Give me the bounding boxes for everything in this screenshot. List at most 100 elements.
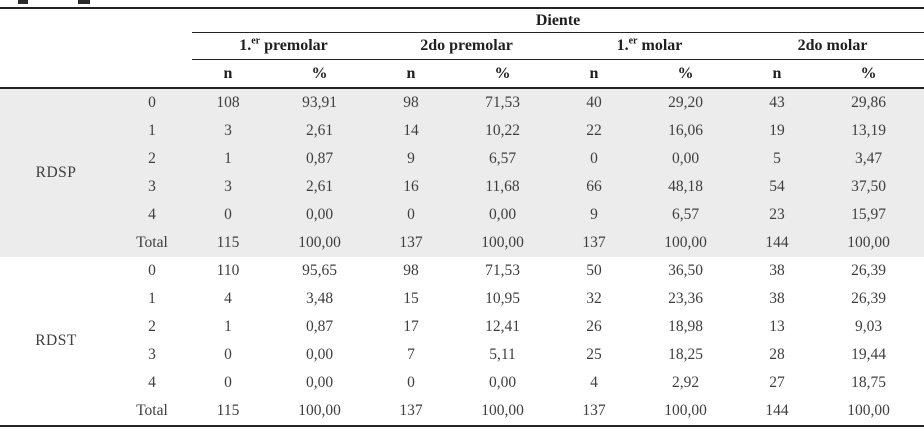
value-cell: 15,97 xyxy=(851,206,886,223)
value-cell: 54 xyxy=(769,178,785,195)
value-cell: 71,53 xyxy=(485,94,520,111)
value-cell: 71,53 xyxy=(485,262,520,279)
n-header: n xyxy=(558,59,630,89)
value-cell: 18,25 xyxy=(668,346,703,363)
value-cell: 100,00 xyxy=(664,402,707,419)
value-cell: 137 xyxy=(399,402,423,419)
value-cell: 10,22 xyxy=(485,122,520,139)
value-cell: 0,87 xyxy=(305,150,334,167)
value-cell: 93,91 xyxy=(302,94,337,111)
value-cell: 22 xyxy=(586,122,602,139)
value-cell: 27 xyxy=(769,374,785,391)
value-cell: 9 xyxy=(407,150,415,167)
value-cell: 32 xyxy=(586,290,602,307)
tooth-header-second-premolar: 2do premolar xyxy=(375,32,558,60)
value-cell: 0,00 xyxy=(305,346,334,363)
value-cell: 144 xyxy=(765,234,789,251)
table-row-total: Total 115 100,00 137 100,00 137 100,00 1… xyxy=(0,397,924,426)
value-cell: 98 xyxy=(403,262,419,279)
tooth-header-second-molar: 2do molar xyxy=(741,32,924,60)
category-cell: 1 xyxy=(148,122,156,139)
value-cell: 23,36 xyxy=(668,290,703,307)
header-row-tooth-types: 1.er premolar 2do premolar 1.er molar 2d… xyxy=(0,32,924,60)
value-cell: 19 xyxy=(769,122,785,139)
cropped-caption-fragment xyxy=(18,0,28,4)
value-cell: 0,00 xyxy=(305,374,334,391)
value-cell: 40 xyxy=(586,94,602,111)
value-cell: 100,00 xyxy=(298,234,341,251)
category-cell: 2 xyxy=(148,150,156,167)
value-cell: 0 xyxy=(224,346,232,363)
value-cell: 10,95 xyxy=(485,290,520,307)
tooth-header-text: 1. xyxy=(239,37,252,54)
n-header: n xyxy=(375,59,447,89)
value-cell: 19,44 xyxy=(851,346,886,363)
value-cell: 100,00 xyxy=(847,234,890,251)
value-cell: 26,39 xyxy=(851,290,886,307)
category-cell: 1 xyxy=(148,290,156,307)
table-row: 4 0 0,00 0 0,00 9 6,57 23 15,97 xyxy=(0,201,924,229)
value-cell: 4 xyxy=(590,374,598,391)
table-row: 2 1 0,87 17 12,41 26 18,98 13 9,03 xyxy=(0,313,924,341)
value-cell: 28 xyxy=(769,346,785,363)
tooth-header-sup: er xyxy=(251,35,261,47)
value-cell: 50 xyxy=(586,262,602,279)
section-label-rdsp: RDSP xyxy=(0,88,112,257)
value-cell: 4 xyxy=(224,290,232,307)
section-label-rdst: RDST xyxy=(35,332,77,349)
value-cell: 3 xyxy=(224,178,232,195)
table-row-total: Total 115 100,00 137 100,00 137 100,00 1… xyxy=(0,229,924,257)
value-cell: 0 xyxy=(407,374,415,391)
tooth-header-text: premolar xyxy=(260,37,328,54)
value-cell: 18,98 xyxy=(668,318,703,335)
value-cell: 15 xyxy=(403,290,419,307)
tooth-header-first-premolar: 1.er premolar xyxy=(192,32,375,60)
value-cell: 2,61 xyxy=(305,122,334,139)
value-cell: 100,00 xyxy=(847,402,890,419)
value-cell: 16,06 xyxy=(668,122,703,139)
value-cell: 0 xyxy=(407,206,415,223)
n-header: n xyxy=(192,59,264,89)
value-cell: 144 xyxy=(765,402,789,419)
value-cell: 110 xyxy=(216,262,240,279)
pct-header: % xyxy=(813,59,924,89)
tooth-header-first-molar: 1.er molar xyxy=(558,32,741,60)
header-row-n-pct: n % n % n % n % xyxy=(0,59,924,89)
value-cell: 137 xyxy=(582,402,606,419)
value-cell: 9 xyxy=(590,206,598,223)
value-cell: 0,00 xyxy=(305,206,334,223)
value-cell: 36,50 xyxy=(668,262,703,279)
pct-header: % xyxy=(630,59,741,89)
value-cell: 26,39 xyxy=(851,262,886,279)
value-cell: 6,57 xyxy=(488,150,517,167)
category-cell: 0 xyxy=(148,94,156,111)
value-cell: 3,47 xyxy=(854,150,883,167)
category-cell: Total xyxy=(136,234,168,251)
pct-header: % xyxy=(264,59,375,89)
value-cell: 0,87 xyxy=(305,318,334,335)
value-cell: 18,75 xyxy=(851,374,886,391)
cropped-caption-fragment xyxy=(78,0,90,4)
header-row-diente: Diente xyxy=(0,8,924,33)
table-row: 3 0 0,00 7 5,11 25 18,25 28 19,44 xyxy=(0,341,924,369)
value-cell: 1 xyxy=(224,150,232,167)
value-cell: 115 xyxy=(216,234,240,251)
tooth-header-sup: er xyxy=(628,35,638,47)
value-cell: 11,68 xyxy=(485,178,520,195)
results-table: Diente 1.er premolar 2do premolar 1.er m… xyxy=(0,7,924,427)
tooth-header-text: 2do molar xyxy=(797,37,868,54)
table-row: 4 0 0,00 0 0,00 4 2,92 27 18,75 xyxy=(0,369,924,397)
value-cell: 13 xyxy=(769,318,785,335)
value-cell: 3,48 xyxy=(305,290,334,307)
value-cell: 0,00 xyxy=(488,374,517,391)
value-cell: 7 xyxy=(407,346,415,363)
spacer-cell xyxy=(0,33,192,60)
value-cell: 137 xyxy=(399,234,423,251)
value-cell: 100,00 xyxy=(481,234,524,251)
value-cell: 0 xyxy=(590,150,598,167)
n-header: n xyxy=(741,59,813,89)
table-row: 1 3 2,61 14 10,22 22 16,06 19 13,19 xyxy=(0,117,924,145)
category-cell: 0 xyxy=(148,262,156,279)
tooth-header-text: 2do premolar xyxy=(420,37,513,54)
category-cell: Total xyxy=(136,402,168,419)
